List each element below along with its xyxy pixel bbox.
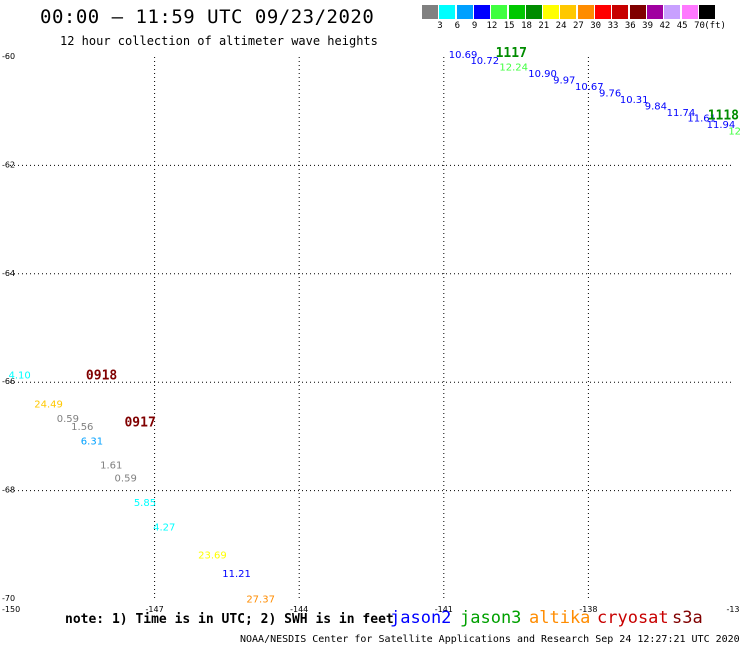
footer-credit: NOAA/NESDIS Center for Satellite Applica… xyxy=(240,634,740,645)
chart-subtitle: 12 hour collection of altimeter wave hei… xyxy=(60,34,378,48)
data-point-label: 11.94 xyxy=(707,120,736,131)
scale-swatch xyxy=(422,5,438,19)
scale-label: 27 xyxy=(572,21,584,31)
scale-swatch xyxy=(439,5,456,19)
satellite-legend-altika: altika xyxy=(529,608,591,628)
satellite-legend-s3a: s3a xyxy=(672,608,703,628)
scale-label: 45 xyxy=(676,21,688,31)
data-point-label: 1.56 xyxy=(71,422,93,433)
data-point-label: 27.37 xyxy=(246,594,275,605)
scale-label: 36 xyxy=(624,21,636,31)
scale-swatch xyxy=(595,5,611,19)
scale-label: 15 xyxy=(503,21,515,31)
scale-label: 42 xyxy=(659,21,671,31)
scale-swatch xyxy=(508,5,525,19)
data-point-label: 9.84 xyxy=(645,102,667,113)
scale-swatch xyxy=(491,5,508,19)
scale-swatch xyxy=(681,5,698,19)
time-label: 0918 xyxy=(86,368,117,383)
scale-label: 9 xyxy=(471,21,478,31)
time-label: 1117 xyxy=(496,46,527,61)
data-point-label: 4.27 xyxy=(153,523,175,534)
scale-label: 33 xyxy=(607,21,619,31)
y-tick-label: -64 xyxy=(2,269,15,278)
data-point-label: 6.31 xyxy=(81,437,103,448)
x-tick-label: -13 xyxy=(726,605,739,614)
scale-swatch xyxy=(560,5,577,19)
data-point-label: 11.61 xyxy=(687,113,716,124)
data-point-label: 10.69 xyxy=(449,50,478,61)
x-tick-label: -141 xyxy=(435,605,453,614)
scale-swatch xyxy=(646,5,663,19)
footer-note: note: 1) Time is in UTC; 2) SWH is in fe… xyxy=(65,612,394,627)
satellite-legend-jason3: jason3 xyxy=(460,608,522,628)
data-point-label: 10.90 xyxy=(528,69,557,80)
data-point-label: 11.21 xyxy=(222,569,251,580)
scale-label: 6 xyxy=(454,21,460,31)
x-tick-label: -147 xyxy=(146,605,164,614)
scale-swatch xyxy=(456,5,473,19)
data-point-label: 23.69 xyxy=(198,550,227,561)
scale-swatch xyxy=(698,5,715,19)
scale-swatch xyxy=(543,5,560,19)
y-tick-label: -62 xyxy=(2,160,15,169)
scale-swatch xyxy=(629,5,646,19)
scale-swatch xyxy=(612,5,629,19)
satellite-legend-cryosat: cryosat xyxy=(597,608,669,628)
scale-swatch xyxy=(664,5,681,19)
y-tick-label: -68 xyxy=(2,486,15,495)
scale-label: 3 xyxy=(437,21,443,31)
scale-label: 18 xyxy=(521,21,532,31)
chart-title: 00:00 – 11:59 UTC 09/23/2020 xyxy=(40,6,375,28)
scale-label: 30 xyxy=(590,21,602,31)
data-point-label: 10.72 xyxy=(470,56,499,67)
data-point-label: 1.61 xyxy=(100,460,122,471)
data-point-label: 4.10 xyxy=(9,370,31,381)
satellite-legend-jason2: jason2 xyxy=(390,608,452,628)
data-point-label: 12.16 xyxy=(728,127,740,138)
data-point-label: 5.85 xyxy=(134,498,156,509)
time-label: 1118 xyxy=(708,108,739,123)
data-point-label: 10.31 xyxy=(620,95,649,106)
x-tick-label: -144 xyxy=(290,605,308,614)
scale-label: 24 xyxy=(555,21,567,31)
data-point-label: 11.74 xyxy=(667,108,696,119)
data-point-label: 9.97 xyxy=(553,76,575,87)
x-tick-label: -150 xyxy=(2,605,20,614)
scale-label: 70 xyxy=(694,21,705,31)
data-point-label: 10.67 xyxy=(575,82,604,93)
data-point-label: 9.76 xyxy=(599,89,621,100)
scale-swatch xyxy=(577,5,594,19)
data-point-label: 0.59 xyxy=(57,414,79,425)
x-tick-label: -138 xyxy=(579,605,597,614)
scale-unit: (ft) xyxy=(704,21,726,31)
data-point-label: 0.59 xyxy=(115,473,137,484)
scale-swatch xyxy=(473,5,490,19)
y-tick-label: -70 xyxy=(2,594,15,603)
scale-swatch xyxy=(525,5,542,19)
time-label: 0917 xyxy=(124,416,155,431)
y-tick-label: -66 xyxy=(2,377,15,386)
y-tick-label: -60 xyxy=(2,52,15,61)
scale-label: 12 xyxy=(486,21,498,31)
scale-label: 39 xyxy=(642,21,654,31)
scale-label: 21 xyxy=(538,21,550,31)
data-point-label: 24.49 xyxy=(34,400,63,411)
data-point-label: 12.24 xyxy=(499,63,528,74)
